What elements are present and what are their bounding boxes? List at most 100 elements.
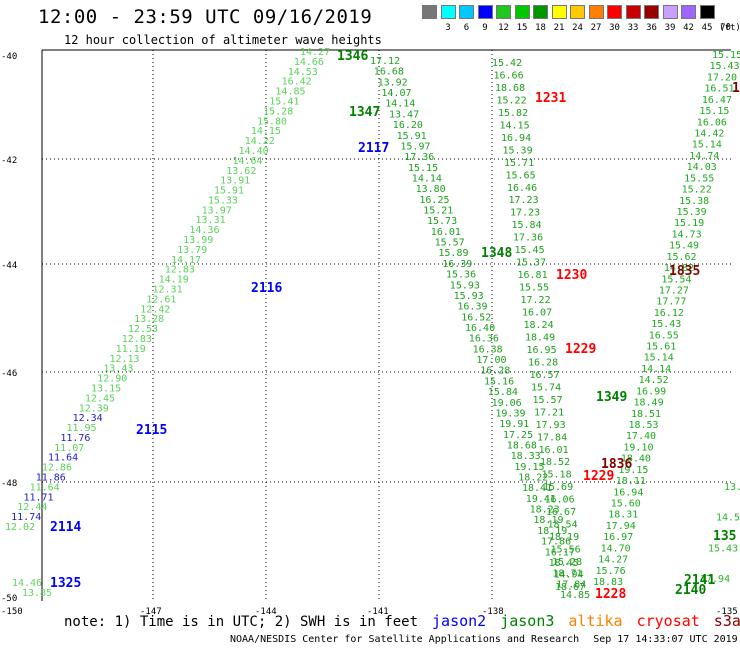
wave-height-value: 15.89 <box>438 248 468 259</box>
wave-height-value: 16.94 <box>613 487 643 498</box>
pass-time-label: 1230 <box>556 268 587 283</box>
wave-height-value: 15.97 <box>400 141 430 152</box>
wave-height-value: 14.27 <box>300 47 330 58</box>
wave-height-value: 16.52 <box>461 312 491 323</box>
wave-height-value: 15.73 <box>427 216 457 227</box>
wave-height-value: 14.36 <box>189 225 219 236</box>
wave-height-value: 18.23 <box>530 505 560 516</box>
wave-height-value: 11.19 <box>116 344 146 355</box>
colorbar-tick-label: 18 <box>535 23 546 33</box>
wave-height-value: 15.21 <box>423 206 453 217</box>
wave-height-value: 13.80 <box>416 184 446 195</box>
latitude-label: -40 <box>1 52 17 62</box>
wave-height-value: 19.15 <box>514 462 544 473</box>
colorbar-swatch <box>644 5 659 19</box>
wave-height-value: 15.45 <box>515 245 545 256</box>
wave-height-value: 15.62 <box>666 252 696 263</box>
wave-height-value: 16.38 <box>473 344 503 355</box>
wave-height-value: 15.15 <box>408 163 438 174</box>
wave-height-value: 15.14 <box>644 353 674 364</box>
wave-height-value: 11.07 <box>54 443 84 454</box>
wave-height-value: 16.06 <box>697 117 727 128</box>
longitude-label: -150 <box>1 607 23 617</box>
wave-height-value: 14.14 <box>385 99 415 110</box>
colorbar-tick-label: 9 <box>482 23 488 33</box>
wave-height-value: 14.46 <box>12 578 42 589</box>
wave-height-value: 15.14 <box>692 140 722 151</box>
colorbar-swatch <box>514 5 530 19</box>
wave-height-value: 15.33 <box>208 195 238 206</box>
latitude-label: -48 <box>1 479 17 489</box>
legend-jason3: jason3 <box>500 612 555 630</box>
wave-height-value: 13.47 <box>389 109 419 120</box>
wave-height-value: 15.36 <box>446 270 476 281</box>
wave-height-value: 14.42 <box>694 128 724 139</box>
wave-height-value: 15.71 <box>504 158 534 169</box>
wave-height-value: 16.12 <box>654 308 684 319</box>
wave-height-value: 18.31 <box>608 510 638 521</box>
wave-height-value: 17.12 <box>370 56 400 67</box>
wave-height-value: 14.73 <box>671 229 701 240</box>
latitude-label: -42 <box>1 156 17 166</box>
wave-height-value: 13.92 <box>378 77 408 88</box>
wave-height-value: 15.28 <box>263 106 293 117</box>
colorbar-tick-label: 24 <box>572 23 583 33</box>
wave-height-value: 16.55 <box>649 330 679 341</box>
wave-height-value: 16.39 <box>457 302 487 313</box>
colorbar-swatch <box>533 5 548 19</box>
colorbar-swatch <box>477 5 493 19</box>
wave-height-value: 17.36 <box>404 152 434 163</box>
wave-height-value: 16.28 <box>480 366 510 377</box>
wave-height-value: 18.11 <box>616 476 646 487</box>
pass-time-label: 1836 <box>601 457 632 472</box>
colorbar-tick-label: 33 <box>627 23 639 33</box>
wave-height-value: 13.79 <box>177 245 207 256</box>
wave-height-value: 19.91 <box>499 419 529 430</box>
wave-height-value: 16.17 <box>545 547 575 558</box>
wave-height-value: 12.39 <box>79 403 109 414</box>
wave-height-value: 16.46 <box>507 183 537 194</box>
wave-height-value: 17.25 <box>503 430 533 441</box>
wave-height-value: 14.27 <box>598 555 628 566</box>
wave-height-value: 16.07 <box>522 308 552 319</box>
wave-height-value: 13.15 <box>91 383 121 394</box>
colorbar-unit-label: (ft) <box>719 23 740 33</box>
colorbar-swatch <box>422 5 437 19</box>
wave-height-value: 14.57 <box>716 513 740 524</box>
wave-height-value: 17.23 <box>510 208 540 219</box>
pass-time-label: 1835 <box>669 264 700 279</box>
wave-height-value: 18.24 <box>524 320 554 331</box>
wave-height-value: 12.34 <box>73 413 103 424</box>
wave-height-value: 12.45 <box>85 393 115 404</box>
wave-height-value: 16.25 <box>419 195 449 206</box>
wave-height-value: 17.93 <box>536 420 566 431</box>
wave-height-value: 18.45 <box>549 558 579 569</box>
note-text: note: 1) Time is in UTC; 2) SWH is in fe… <box>64 614 419 630</box>
wave-height-value: 12.90 <box>97 374 127 385</box>
map-title: 12:00 - 23:59 UTC 09/16/2019 <box>38 6 373 28</box>
pass-time-label: 1228 <box>595 587 626 602</box>
wave-height-value: 17.94 <box>700 574 730 585</box>
wave-height-value: 18.22 <box>518 473 548 484</box>
pass-time-label: 18 <box>732 81 740 96</box>
pass-time-label: 1229 <box>583 469 614 484</box>
wave-height-value: 15.91 <box>397 131 427 142</box>
wave-height-value: 17.86 <box>541 537 571 548</box>
pass-time-label: 2117 <box>358 141 389 156</box>
legend-altika: altika <box>568 612 623 630</box>
wave-height-value: 13.85 <box>22 588 52 599</box>
wave-height-value: 14.70 <box>601 543 631 554</box>
wave-height-value: 18.54 <box>548 520 578 531</box>
colorbar-tick-label: 21 <box>553 23 565 33</box>
legend-s3a: s3a <box>713 612 740 630</box>
wave-height-value: 12.31 <box>153 285 183 296</box>
wave-height-value: 15.16 <box>484 376 514 387</box>
wave-height-value: 16.42 <box>282 77 312 88</box>
wave-height-value: 19.06 <box>492 398 522 409</box>
wave-height-value: 18.83 <box>593 577 623 588</box>
colorbar-swatch <box>440 5 456 19</box>
wave-height-value: 15.55 <box>684 173 714 184</box>
colorbar-tick-label: 39 <box>664 23 676 33</box>
wave-height-value: 16.39 <box>442 259 472 270</box>
